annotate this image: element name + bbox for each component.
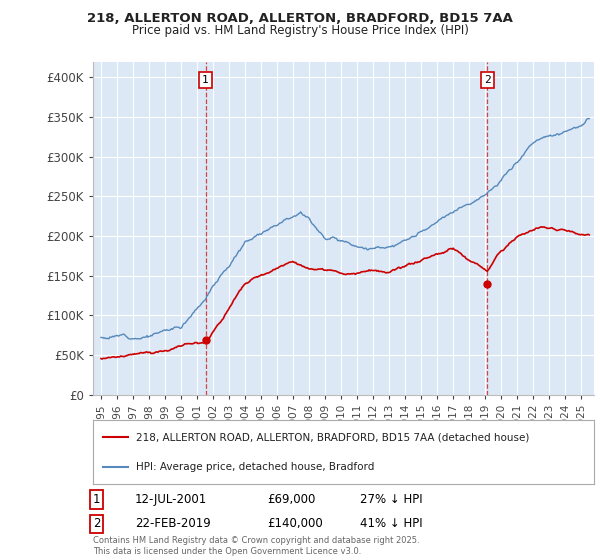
Text: 2: 2	[484, 75, 491, 85]
Text: Contains HM Land Registry data © Crown copyright and database right 2025.
This d: Contains HM Land Registry data © Crown c…	[93, 536, 419, 556]
Text: HPI: Average price, detached house, Bradford: HPI: Average price, detached house, Brad…	[136, 462, 374, 472]
Text: Price paid vs. HM Land Registry's House Price Index (HPI): Price paid vs. HM Land Registry's House …	[131, 24, 469, 37]
Text: 218, ALLERTON ROAD, ALLERTON, BRADFORD, BD15 7AA (detached house): 218, ALLERTON ROAD, ALLERTON, BRADFORD, …	[136, 432, 529, 442]
Text: 2: 2	[93, 517, 101, 530]
Text: £69,000: £69,000	[267, 493, 316, 506]
Text: 218, ALLERTON ROAD, ALLERTON, BRADFORD, BD15 7AA: 218, ALLERTON ROAD, ALLERTON, BRADFORD, …	[87, 12, 513, 25]
Text: 41% ↓ HPI: 41% ↓ HPI	[360, 517, 422, 530]
Text: 1: 1	[202, 75, 209, 85]
Text: 12-JUL-2001: 12-JUL-2001	[135, 493, 207, 506]
Text: 22-FEB-2019: 22-FEB-2019	[135, 517, 211, 530]
Text: 1: 1	[93, 493, 101, 506]
Text: £140,000: £140,000	[267, 517, 323, 530]
Text: 27% ↓ HPI: 27% ↓ HPI	[360, 493, 422, 506]
